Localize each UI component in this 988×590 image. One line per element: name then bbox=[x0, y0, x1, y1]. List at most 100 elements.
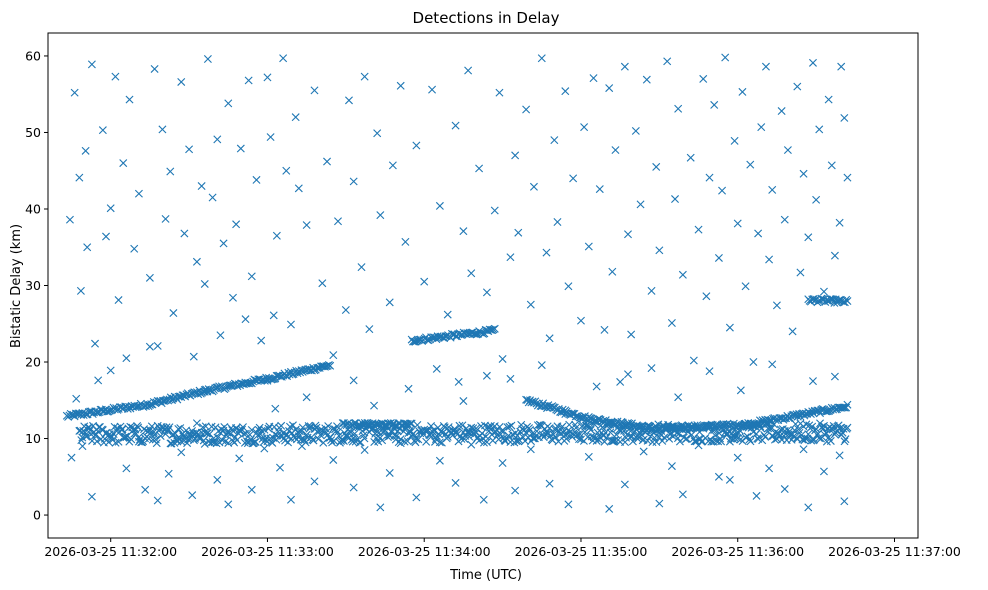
data-point bbox=[298, 423, 307, 432]
data-point bbox=[176, 424, 185, 433]
data-point bbox=[768, 360, 777, 369]
data-point bbox=[511, 151, 520, 160]
data-point bbox=[232, 220, 241, 229]
data-point bbox=[276, 463, 284, 472]
y-tick-label: 20 bbox=[25, 355, 41, 370]
data-point bbox=[840, 437, 849, 446]
markers-layer bbox=[62, 53, 852, 513]
x-tick-label: 2026-03-25 11:33:00 bbox=[201, 544, 334, 559]
data-point bbox=[490, 324, 499, 333]
data-point bbox=[378, 436, 387, 445]
data-point bbox=[76, 286, 85, 295]
data-point bbox=[663, 57, 672, 66]
data-point bbox=[310, 86, 319, 95]
data-point bbox=[705, 173, 714, 182]
data-point bbox=[156, 432, 165, 441]
data-point bbox=[694, 225, 703, 234]
data-point bbox=[475, 436, 484, 445]
data-point bbox=[631, 126, 640, 135]
data-point bbox=[804, 233, 813, 242]
data-point bbox=[628, 437, 637, 446]
data-point bbox=[332, 426, 341, 435]
data-point bbox=[840, 298, 849, 307]
data-point bbox=[360, 446, 369, 454]
data-point bbox=[835, 296, 844, 305]
data-point bbox=[134, 437, 143, 446]
data-point bbox=[266, 133, 275, 142]
data-point bbox=[286, 320, 295, 329]
data-point bbox=[576, 316, 585, 325]
data-point bbox=[624, 370, 632, 379]
data-point bbox=[426, 431, 435, 440]
data-point bbox=[114, 296, 123, 305]
data-point bbox=[322, 428, 331, 437]
data-point bbox=[808, 295, 817, 304]
data-point bbox=[216, 331, 225, 340]
data-point bbox=[145, 342, 154, 351]
data-point bbox=[188, 427, 197, 436]
data-point bbox=[251, 437, 260, 446]
data-point bbox=[824, 433, 833, 442]
data-point bbox=[269, 311, 278, 320]
data-point bbox=[765, 464, 774, 473]
data-point bbox=[271, 404, 280, 413]
data-point bbox=[703, 423, 712, 432]
data-point bbox=[475, 164, 484, 173]
data-point bbox=[815, 434, 824, 443]
data-point bbox=[527, 429, 536, 438]
data-point bbox=[503, 423, 512, 432]
data-point bbox=[600, 325, 609, 334]
data-point bbox=[705, 367, 714, 376]
data-point bbox=[458, 421, 467, 430]
data-point bbox=[495, 88, 504, 97]
data-point bbox=[741, 433, 750, 442]
data-point bbox=[164, 469, 173, 478]
data-point bbox=[302, 221, 311, 230]
data-point bbox=[575, 435, 584, 444]
data-point bbox=[545, 424, 554, 433]
data-point bbox=[521, 437, 530, 446]
data-point bbox=[545, 479, 554, 488]
data-point bbox=[808, 58, 817, 67]
data-point bbox=[525, 424, 534, 433]
data-point bbox=[149, 427, 158, 436]
x-tick-label: 2026-03-25 11:35:00 bbox=[515, 544, 648, 559]
data-point bbox=[593, 415, 602, 424]
data-point bbox=[70, 88, 79, 97]
data-point bbox=[584, 242, 593, 251]
data-point bbox=[564, 282, 573, 291]
data-point bbox=[567, 409, 576, 418]
data-point bbox=[838, 403, 847, 412]
data-point bbox=[760, 430, 769, 439]
data-point bbox=[647, 286, 656, 295]
data-point bbox=[252, 175, 261, 184]
data-point bbox=[529, 182, 538, 191]
data-point bbox=[733, 219, 742, 228]
data-point bbox=[648, 438, 657, 447]
data-point bbox=[830, 251, 839, 260]
data-point bbox=[826, 436, 835, 445]
data-point bbox=[783, 146, 792, 155]
data-point bbox=[641, 428, 650, 437]
data-point bbox=[213, 135, 222, 144]
data-point bbox=[319, 438, 328, 447]
data-point bbox=[672, 424, 680, 433]
data-point bbox=[324, 422, 333, 431]
data-point bbox=[754, 229, 763, 238]
data-point bbox=[608, 267, 617, 276]
data-point bbox=[674, 393, 683, 402]
data-point bbox=[714, 472, 723, 481]
x-tick-label: 2026-03-25 11:36:00 bbox=[671, 544, 804, 559]
data-point bbox=[761, 432, 770, 441]
data-point bbox=[286, 495, 295, 504]
data-point bbox=[561, 87, 570, 96]
data-point bbox=[150, 64, 159, 73]
data-point bbox=[161, 214, 170, 223]
data-point bbox=[742, 422, 751, 431]
data-point bbox=[284, 438, 293, 447]
data-point bbox=[77, 436, 86, 445]
y-tick-label: 50 bbox=[25, 125, 41, 140]
data-point bbox=[236, 144, 245, 153]
data-point bbox=[498, 354, 507, 363]
